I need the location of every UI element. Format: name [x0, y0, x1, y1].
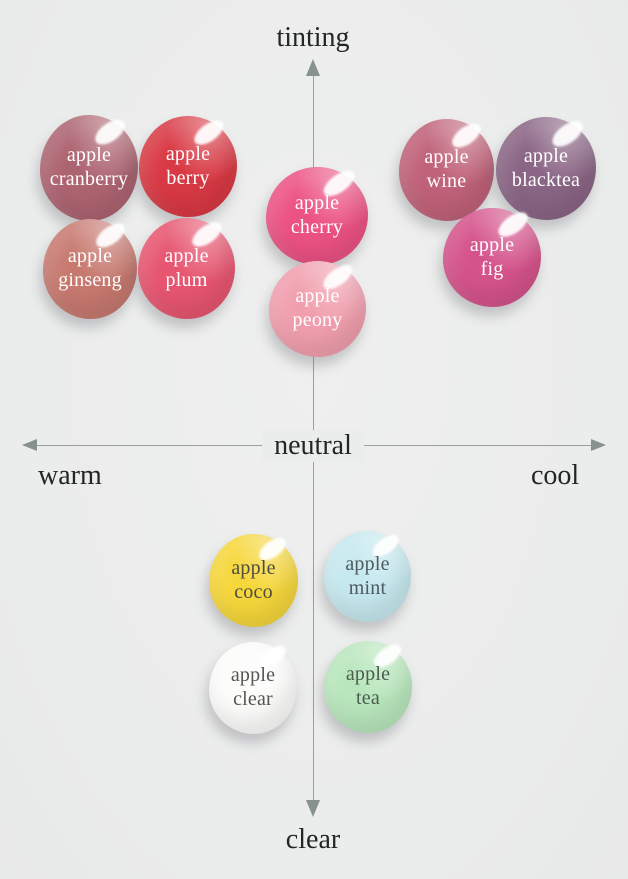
axis-label-clear: clear — [285, 824, 341, 855]
swatch-label: apple blacktea — [511, 144, 581, 191]
swatch-label: apple mint — [345, 552, 390, 599]
swatch-apple-cherry: apple cherry — [266, 165, 368, 265]
swatch-label: apple clear — [230, 664, 276, 710]
swatch-apple-ginseng: apple ginseng — [43, 218, 137, 319]
swatch-label: apple coco — [231, 556, 276, 603]
arrow-down-icon — [306, 800, 320, 817]
swatch-apple-coco: apple coco — [209, 533, 298, 627]
swatch-label: apple cherry — [290, 192, 344, 238]
swatch-label: apple berry — [165, 142, 211, 189]
swatch-apple-clear: apple clear — [209, 641, 297, 734]
axis-label-neutral: neutral — [262, 430, 364, 462]
swatch-apple-blacktea: apple blacktea — [496, 116, 596, 220]
swatch-label: apple tea — [345, 663, 391, 709]
arrow-up-icon — [306, 59, 320, 76]
swatch-label: apple ginseng — [58, 245, 122, 291]
swatch-apple-cranberry: apple cranberry — [40, 115, 138, 221]
arrow-right-icon — [591, 439, 606, 451]
swatch-apple-plum: apple plum — [138, 217, 235, 319]
swatch-label: apple peony — [292, 285, 343, 331]
swatch-label: apple plum — [164, 244, 209, 291]
axis-label-cool: cool — [531, 460, 580, 491]
swatch-apple-fig: apple fig — [443, 207, 541, 307]
swatch-apple-mint: apple mint — [324, 530, 411, 622]
swatch-label: apple wine — [424, 146, 469, 192]
swatch-label: apple fig — [469, 233, 515, 280]
axis-label-warm: warm — [38, 460, 102, 491]
swatch-label: apple cranberry — [49, 144, 129, 190]
swatch-apple-wine: apple wine — [399, 119, 494, 221]
swatch-apple-berry: apple berry — [139, 115, 237, 217]
swatch-apple-tea: apple tea — [324, 640, 412, 733]
swatch-apple-peony: apple peony — [269, 260, 366, 357]
axis-label-tinting: tinting — [276, 22, 350, 53]
arrow-left-icon — [22, 439, 37, 451]
